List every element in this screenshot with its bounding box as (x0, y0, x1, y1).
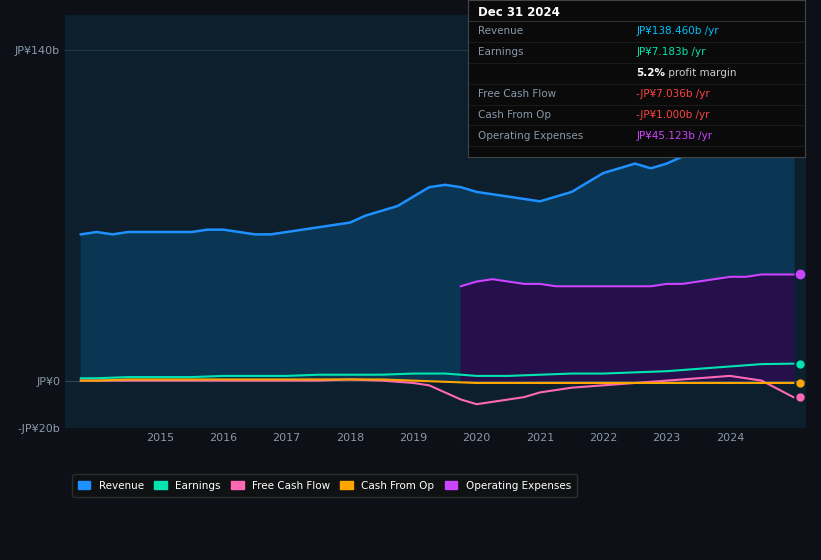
Text: Free Cash Flow: Free Cash Flow (478, 89, 556, 99)
Text: profit margin: profit margin (665, 68, 736, 78)
Text: JP¥138.460b /yr: JP¥138.460b /yr (636, 26, 719, 36)
Text: Earnings: Earnings (478, 47, 524, 57)
Text: -JP¥1.000b /yr: -JP¥1.000b /yr (636, 110, 710, 120)
Text: -JP¥7.036b /yr: -JP¥7.036b /yr (636, 89, 710, 99)
Legend: Revenue, Earnings, Free Cash Flow, Cash From Op, Operating Expenses: Revenue, Earnings, Free Cash Flow, Cash … (71, 474, 577, 497)
Text: Operating Expenses: Operating Expenses (478, 131, 583, 141)
Text: JP¥45.123b /yr: JP¥45.123b /yr (636, 131, 713, 141)
Text: JP¥7.183b /yr: JP¥7.183b /yr (636, 47, 706, 57)
Text: Dec 31 2024: Dec 31 2024 (478, 6, 560, 19)
Text: Revenue: Revenue (478, 26, 523, 36)
Text: Cash From Op: Cash From Op (478, 110, 551, 120)
Text: 5.2%: 5.2% (636, 68, 665, 78)
